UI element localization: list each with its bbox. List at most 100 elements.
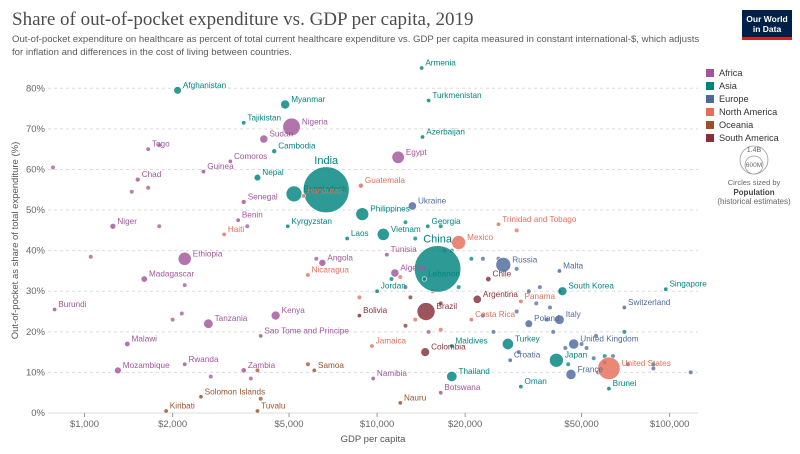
point-label: Madagascar — [149, 270, 194, 279]
data-point — [140, 275, 148, 283]
chart-title: Share of out-of-pocket expenditure vs. G… — [12, 9, 474, 30]
legend-item-europe[interactable]: Europe — [706, 92, 798, 105]
point-label: Malawi — [132, 335, 158, 344]
data-point — [469, 256, 474, 261]
point-label: Bolivia — [363, 306, 388, 315]
chart-subtitle: Out-of-pocket expenditure on healthcare … — [12, 34, 700, 58]
data-point — [358, 182, 364, 189]
legend-item-asia[interactable]: Asia — [706, 79, 798, 92]
point-label: Thailand — [458, 367, 490, 376]
data-point — [157, 143, 162, 148]
legend-item-south-america[interactable]: South America — [706, 131, 798, 144]
point-label: Guinea — [207, 162, 234, 171]
data-point — [254, 408, 260, 414]
y-tick-label: 30% — [26, 286, 46, 297]
data-point — [514, 309, 519, 314]
y-axis-label: Out-of-pocket as share of total expendit… — [10, 142, 21, 340]
data-point — [245, 224, 250, 229]
data-point — [376, 228, 390, 241]
data-point — [413, 236, 418, 241]
data-point — [145, 146, 151, 152]
data-point — [551, 329, 556, 334]
point-label: Azerbaijan — [426, 128, 465, 137]
data-point — [456, 285, 461, 290]
point-label: Guatemala — [365, 176, 405, 185]
point-label: Poland — [534, 314, 560, 323]
data-point — [565, 369, 577, 380]
point-label: Lebanon — [428, 270, 460, 279]
legend-item-north-america[interactable]: North America — [706, 105, 798, 118]
point-label: Vietnam — [391, 225, 421, 234]
data-point — [622, 329, 627, 334]
data-point — [221, 231, 227, 237]
point-label: Georgia — [431, 217, 461, 226]
data-point — [438, 301, 443, 306]
data-point — [534, 301, 539, 306]
data-point — [357, 295, 362, 300]
data-point — [318, 259, 327, 267]
data-point — [163, 408, 169, 414]
data-point — [305, 362, 310, 367]
data-point — [390, 268, 400, 278]
data-point — [413, 317, 418, 322]
data-point — [398, 275, 403, 280]
data-point — [446, 370, 458, 382]
x-axis-label: GDP per capita — [341, 434, 406, 445]
data-point — [241, 120, 247, 126]
point-label: United Kingdom — [580, 335, 638, 344]
x-tick-label: $2,000 — [158, 419, 187, 430]
legend-item-oceania[interactable]: Oceania — [706, 118, 798, 131]
point-label: Rwanda — [188, 355, 218, 364]
owid-logo[interactable]: Our World in Data — [742, 10, 792, 40]
point-label: Sudan — [269, 130, 293, 139]
point-label: Tajikistan — [247, 113, 281, 122]
data-point — [451, 235, 466, 250]
data-point — [584, 346, 589, 351]
data-point — [602, 354, 607, 359]
data-point — [344, 235, 350, 241]
point-label: Brunei — [613, 379, 637, 388]
size-key-circles: 1.4B 600M — [739, 145, 769, 175]
point-label: Tuvalu — [261, 401, 286, 410]
data-point — [563, 346, 568, 351]
data-point — [566, 362, 571, 367]
logo-line-2: in Data — [752, 24, 782, 34]
point-label: Namibia — [377, 369, 407, 378]
data-point — [397, 400, 403, 406]
point-label: Ukraine — [418, 197, 447, 206]
data-point — [480, 256, 485, 261]
data-point — [485, 276, 492, 283]
point-label: Kenya — [282, 306, 306, 315]
size-caption: Circles sized by — [727, 178, 781, 187]
point-label: China — [423, 234, 453, 246]
point-label: Laos — [351, 229, 369, 238]
data-point — [300, 193, 306, 199]
point-label: Chile — [493, 270, 512, 279]
data-point — [468, 317, 474, 323]
point-label: Nepal — [262, 168, 284, 177]
data-point — [255, 368, 260, 373]
legend-label: South America — [719, 132, 779, 143]
data-point — [369, 343, 375, 349]
data-point — [311, 367, 317, 373]
point-label: Trinidad and Tobago — [502, 215, 577, 224]
point-label: Nauru — [404, 393, 427, 402]
point-label: Cambodia — [278, 142, 316, 151]
data-point — [425, 223, 431, 229]
point-label: Philippines — [370, 205, 410, 214]
data-point — [259, 134, 269, 144]
point-label: United States — [622, 359, 671, 368]
legend-item-africa[interactable]: Africa — [706, 66, 798, 79]
data-point — [356, 313, 362, 319]
data-point — [579, 342, 584, 346]
point-label: Myanmar — [291, 95, 325, 104]
legend-label: Africa — [719, 67, 743, 78]
data-point — [625, 362, 630, 367]
data-point — [420, 134, 426, 140]
data-point — [526, 289, 531, 294]
data-point — [593, 333, 598, 338]
x-tick-label: $100,000 — [650, 419, 690, 430]
data-point — [240, 199, 247, 205]
point-label: Malta — [563, 261, 583, 270]
